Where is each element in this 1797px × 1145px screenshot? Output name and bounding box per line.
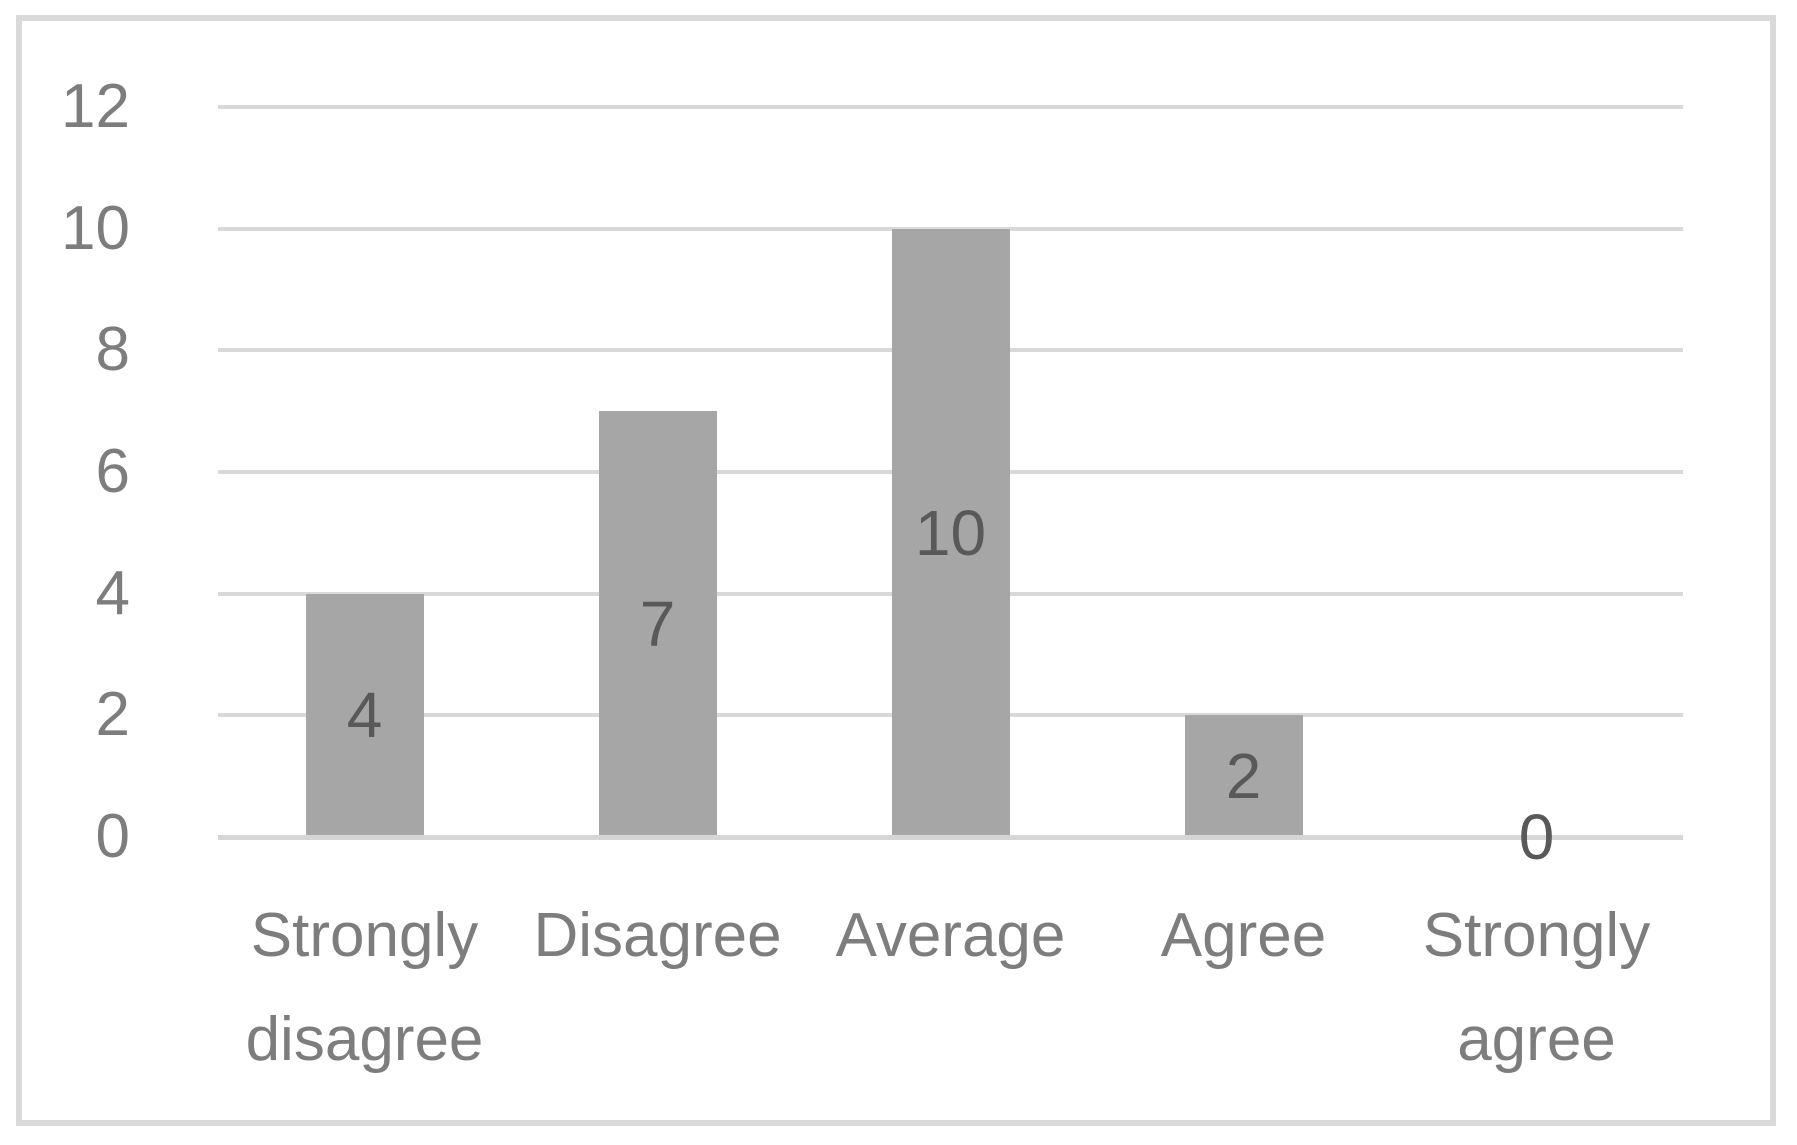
y-tick-label-10: 10 bbox=[61, 193, 130, 263]
y-tick-label-12: 12 bbox=[61, 72, 130, 141]
data-label-agree: 2 bbox=[1225, 740, 1262, 813]
y-tick-label-8: 8 bbox=[95, 315, 130, 385]
bar-strongly-disagree bbox=[305, 593, 424, 836]
gridline-y12 bbox=[218, 105, 1683, 109]
x-label-disagree: Disagree bbox=[533, 901, 782, 970]
y-tick-label-4: 4 bbox=[95, 558, 130, 628]
x-label-agree: Agree bbox=[1160, 901, 1327, 970]
x-label-strongly-agree: Strongly agree bbox=[1422, 901, 1651, 1074]
x-label-strongly-disagree: Strongly disagree bbox=[245, 901, 484, 1074]
bar-agree bbox=[1184, 715, 1303, 836]
data-label-strongly-disagree: 4 bbox=[346, 679, 383, 752]
x-label-average: Average bbox=[835, 901, 1066, 970]
plot-area: 4 7 10 2 0 bbox=[218, 105, 1683, 873]
y-tick-label-6: 6 bbox=[95, 437, 130, 506]
x-axis-line bbox=[218, 835, 1683, 840]
data-label-average: 10 bbox=[914, 496, 987, 569]
bar-disagree bbox=[598, 411, 717, 836]
y-tick-label-2: 2 bbox=[95, 680, 130, 750]
bar-average bbox=[891, 228, 1010, 836]
y-tick-label-0: 0 bbox=[95, 802, 130, 871]
data-label-disagree: 7 bbox=[639, 588, 676, 661]
data-label-strongly-agree: 0 bbox=[1518, 801, 1555, 873]
